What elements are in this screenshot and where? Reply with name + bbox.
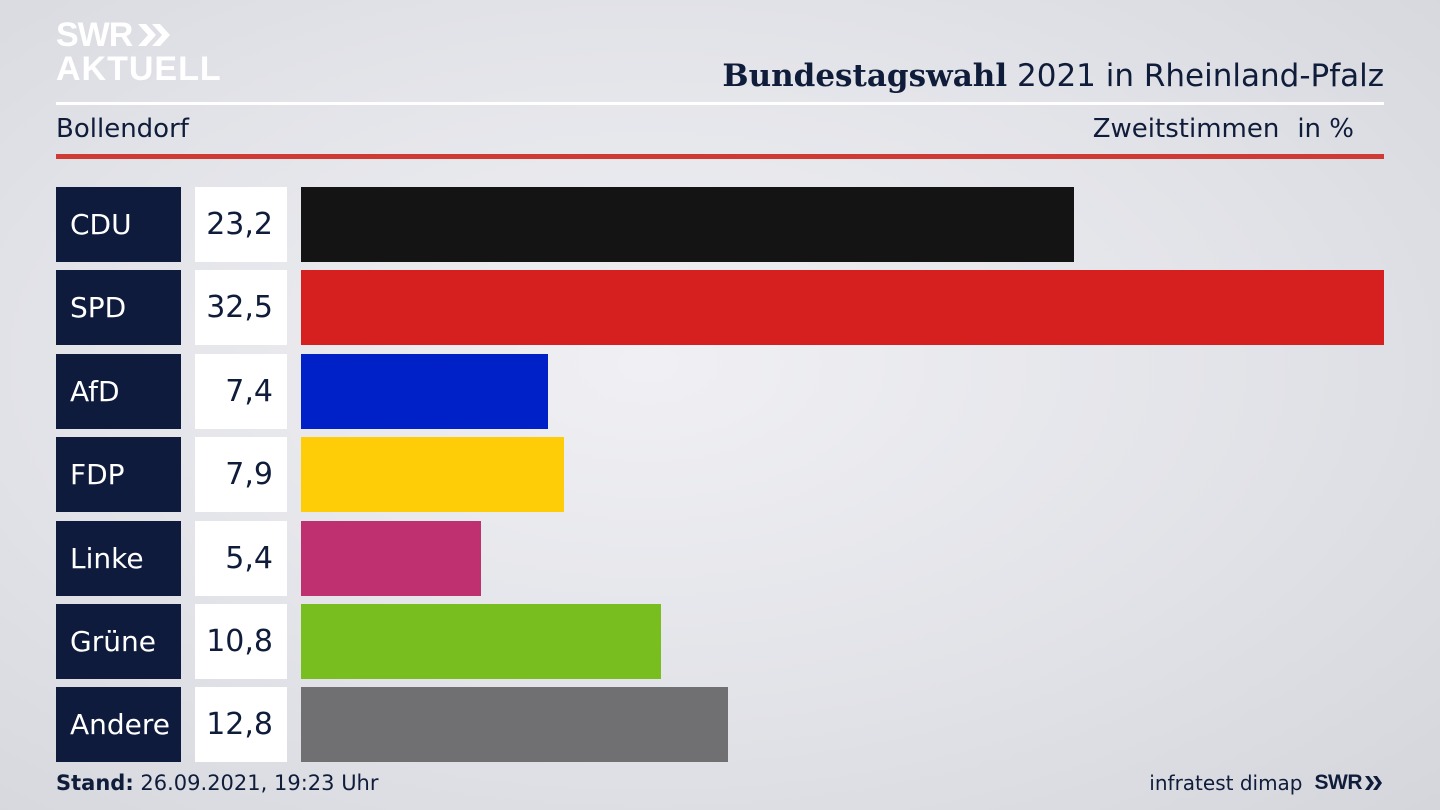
value-label: 5,4 — [195, 520, 287, 596]
region-label: Bollendorf — [56, 114, 189, 144]
party-label: Linke — [56, 520, 181, 596]
subheader: Bollendorf Zweitstimmen in % — [56, 114, 1384, 150]
metric-name: Zweitstimmen — [1092, 114, 1280, 144]
header-divider — [56, 102, 1384, 105]
party-label: Andere — [56, 687, 181, 763]
value-label: 23,2 — [195, 187, 287, 262]
party-label: FDP — [56, 437, 181, 513]
swr-brand-text: SWR — [1314, 771, 1363, 794]
party-label: AfD — [56, 353, 181, 429]
logo-aktuell-text: AKTUELL — [56, 50, 222, 88]
party-label: CDU — [56, 187, 181, 262]
timestamp: Stand: 26.09.2021, 19:23 Uhr — [56, 771, 379, 795]
timestamp-value: 26.09.2021, 19:23 Uhr — [140, 771, 379, 795]
value-label: 12,8 — [195, 687, 287, 763]
swr-aktuell-logo: SWR AKTUELL — [56, 18, 222, 86]
metric-label: Zweitstimmen in % — [1093, 114, 1354, 144]
timestamp-label: Stand: — [56, 771, 134, 795]
bar — [301, 604, 661, 679]
value-label: 10,8 — [195, 604, 287, 679]
bar — [301, 687, 728, 763]
party-label: SPD — [56, 270, 181, 346]
double-chevron-icon — [138, 24, 171, 46]
bar — [301, 520, 481, 596]
swr-brand: SWR — [1315, 771, 1385, 795]
title-rest: 2021 in Rheinland-Pfalz — [1017, 58, 1384, 94]
value-label: 32,5 — [195, 270, 287, 346]
title-bold: Bundestagswahl — [722, 58, 1008, 94]
footer-credits: infratest dimap SWR — [1149, 771, 1384, 795]
party-label: Grüne — [56, 604, 181, 679]
accent-divider — [56, 154, 1384, 159]
value-label: 7,9 — [195, 437, 287, 513]
bar — [301, 353, 548, 429]
source-label: infratest dimap — [1149, 771, 1303, 795]
logo-swr-text: SWR — [56, 16, 133, 54]
bar — [301, 437, 565, 513]
page-title: Bundestagswahl 2021 in Rheinland-Pfalz — [722, 58, 1384, 94]
unit-label: in % — [1297, 114, 1354, 144]
double-chevron-icon — [1365, 776, 1382, 790]
bar — [301, 187, 1075, 262]
value-label: 7,4 — [195, 353, 287, 429]
bar — [301, 270, 1384, 346]
